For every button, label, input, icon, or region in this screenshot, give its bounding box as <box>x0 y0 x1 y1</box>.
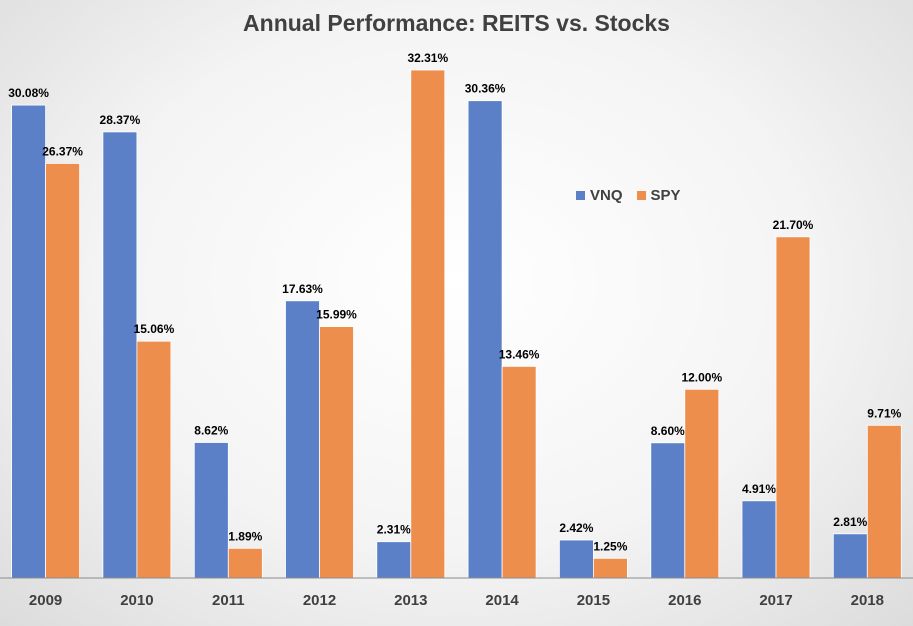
data-label-vnq-2009: 30.08% <box>8 86 49 100</box>
bar-vnq-2016 <box>650 442 686 579</box>
x-tick-label-2015: 2015 <box>577 592 610 609</box>
data-label-spy-2012: 15.99% <box>316 308 357 322</box>
bar-spy-2009 <box>45 162 80 579</box>
x-tick-label-2018: 2018 <box>851 592 884 609</box>
x-tick-label-2013: 2013 <box>394 592 427 609</box>
data-label-vnq-2014: 30.36% <box>465 82 506 96</box>
bar-vnq-2014 <box>467 100 503 579</box>
x-tick-label-2017: 2017 <box>759 592 792 609</box>
data-label-spy-2017: 21.70% <box>773 218 814 232</box>
data-label-spy-2016: 12.00% <box>681 370 722 384</box>
bar-spy-2016 <box>684 388 720 579</box>
bar-spy-2012 <box>319 326 354 579</box>
bar-spy-2017 <box>775 236 811 579</box>
legend-swatch-vnq <box>576 191 585 200</box>
bar-vnq-2011 <box>193 442 229 579</box>
bar-vnq-2018 <box>832 533 868 579</box>
data-label-vnq-2018: 2.81% <box>833 515 867 529</box>
data-label-vnq-2011: 8.62% <box>194 424 228 438</box>
data-label-spy-2009: 26.37% <box>42 144 83 158</box>
bar-spy-2018 <box>866 424 902 579</box>
data-label-spy-2010: 15.06% <box>134 322 175 336</box>
bar-vnq-2013 <box>376 541 412 579</box>
bar-spy-2015 <box>593 557 628 579</box>
x-tick-label-2011: 2011 <box>212 592 245 609</box>
bar-vnq-2017 <box>741 500 777 579</box>
data-label-vnq-2016: 8.60% <box>651 424 685 438</box>
legend-item-spy: SPY <box>636 187 681 204</box>
bar-spy-2013 <box>410 69 446 579</box>
legend-label-vnq: VNQ <box>590 187 623 204</box>
data-label-vnq-2017: 4.91% <box>742 482 776 496</box>
data-label-spy-2011: 1.89% <box>228 529 262 543</box>
bar-vnq-2010 <box>102 131 138 579</box>
legend-item-vnq: VNQ <box>576 187 623 204</box>
legend-label-spy: SPY <box>650 187 681 204</box>
data-label-vnq-2010: 28.37% <box>100 113 141 127</box>
chart-title: Annual Performance: REITS vs. Stocks <box>243 10 670 36</box>
bar-spy-2011 <box>227 547 263 579</box>
legend-swatch-spy <box>636 191 646 200</box>
x-tick-label-2012: 2012 <box>303 592 336 609</box>
data-label-spy-2018: 9.71% <box>867 406 901 420</box>
data-label-vnq-2015: 2.42% <box>559 521 593 535</box>
bar-vnq-2009 <box>11 104 47 579</box>
x-tick-label-2010: 2010 <box>120 592 153 609</box>
x-tick-label-2016: 2016 <box>668 592 701 609</box>
data-label-spy-2013: 32.31% <box>407 51 448 65</box>
data-label-spy-2015: 1.25% <box>593 539 627 553</box>
bar-spy-2014 <box>501 365 537 579</box>
bar-vnq-2012 <box>285 300 320 579</box>
bar-vnq-2015 <box>559 539 594 579</box>
x-tick-label-2014: 2014 <box>485 592 519 609</box>
data-label-vnq-2013: 2.31% <box>377 523 411 537</box>
bar-spy-2010 <box>136 340 172 579</box>
data-label-spy-2014: 13.46% <box>499 347 540 361</box>
data-label-vnq-2012: 17.63% <box>282 282 323 296</box>
x-tick-label-2009: 2009 <box>29 592 62 609</box>
chart-legend: VNQ SPY <box>576 187 681 204</box>
